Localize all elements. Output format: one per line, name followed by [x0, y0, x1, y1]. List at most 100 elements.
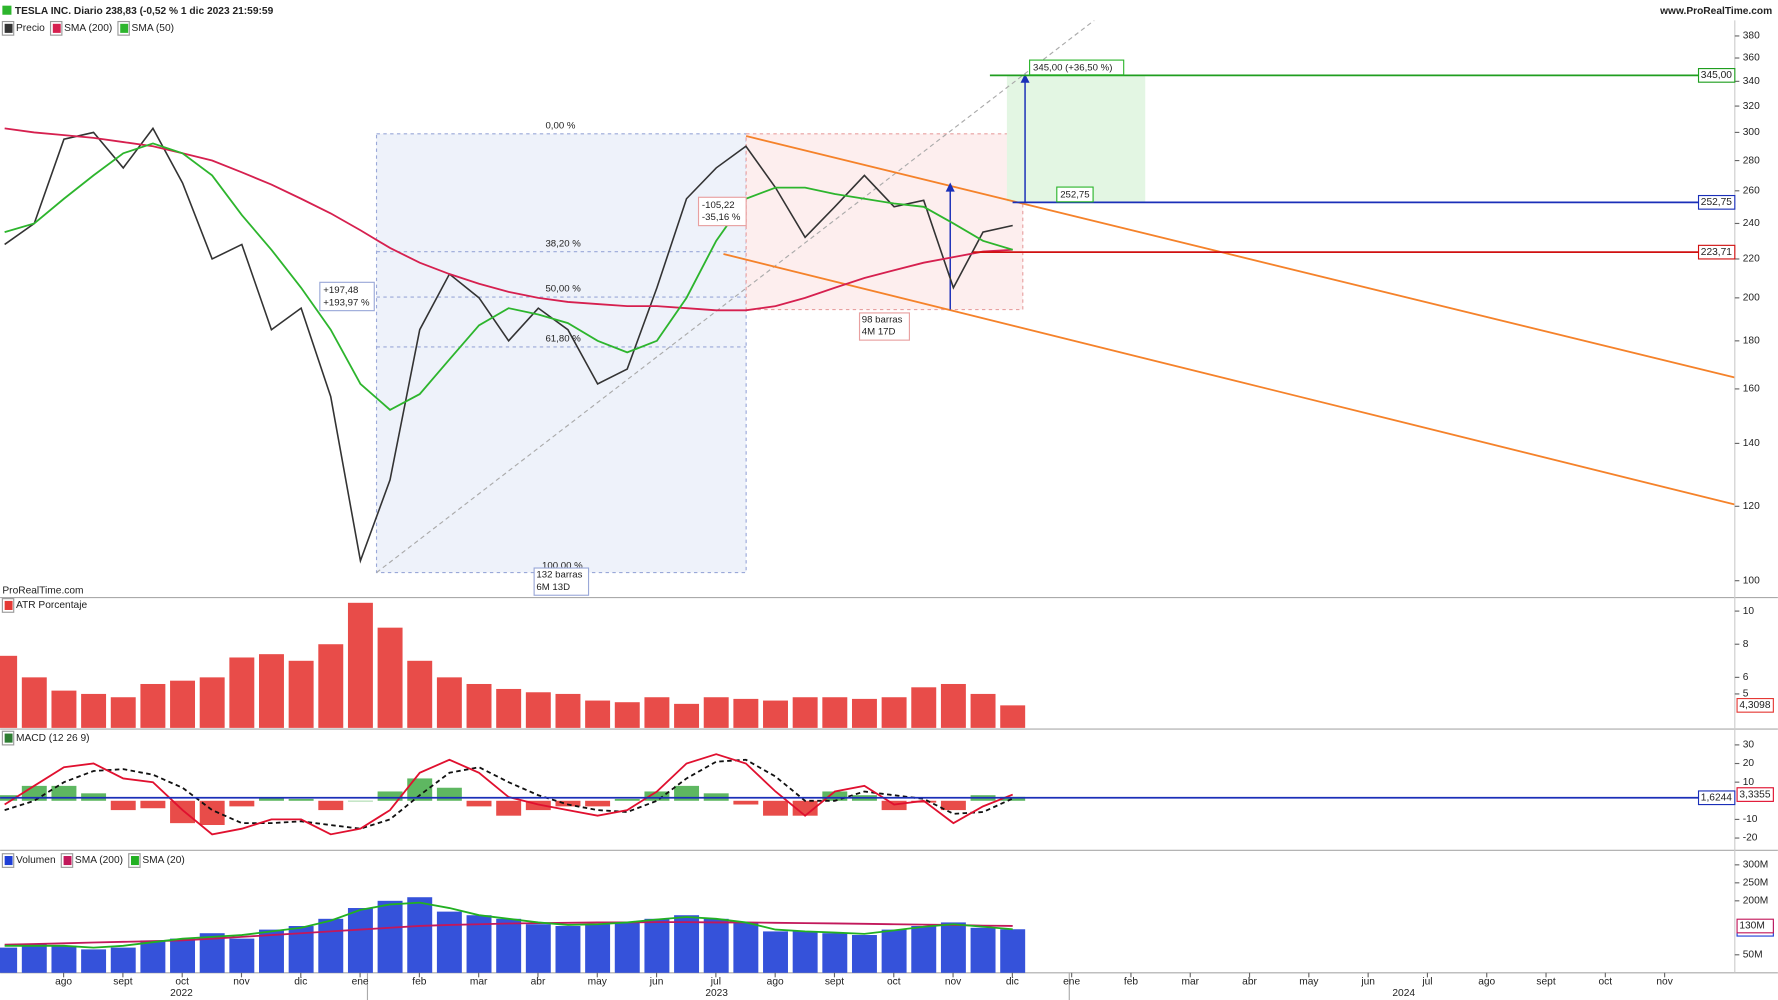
bar — [170, 680, 196, 728]
bar — [347, 908, 373, 973]
bar — [110, 947, 136, 973]
y-tick-label: -20 — [1743, 833, 1758, 844]
arrow-head — [945, 182, 955, 192]
bar — [792, 800, 818, 816]
label-box — [1056, 186, 1094, 203]
y-tick-label: 280 — [1743, 155, 1760, 166]
bar — [407, 778, 433, 801]
y-tick-label: 6 — [1743, 672, 1749, 683]
y-tick-label: 120 — [1743, 501, 1760, 512]
line-series — [4, 142, 1013, 411]
x-tick-label: oct — [887, 977, 901, 988]
label-box — [533, 567, 590, 596]
x-tick-label: jun — [1360, 977, 1375, 988]
legend-label: Volumen — [16, 855, 56, 866]
bar — [288, 798, 314, 801]
y-tick-label: 30 — [1743, 740, 1755, 751]
entry-label: 252,75 — [1060, 190, 1089, 201]
bar — [140, 940, 166, 973]
value-label: 223,71 — [1701, 247, 1732, 258]
y-tick-label: 140 — [1743, 438, 1760, 449]
x-tick-label: jul — [1421, 977, 1432, 988]
bar — [229, 938, 255, 973]
bar — [436, 677, 462, 728]
legend-swatch — [4, 600, 13, 610]
bar — [525, 692, 551, 728]
header-title: TESLA INC. Diario 238,83 (-0,52 % 1 dic … — [15, 6, 274, 17]
bar — [259, 797, 284, 801]
bar — [644, 697, 670, 728]
y-tick-label: 240 — [1743, 218, 1760, 229]
legend-swatch — [120, 23, 129, 33]
value-box — [1736, 918, 1774, 934]
y-tick-label: 20 — [1743, 758, 1755, 769]
bar — [822, 697, 848, 728]
value-label: 3,3355 — [1739, 789, 1770, 800]
year-label: 2024 — [1392, 988, 1415, 999]
bar — [377, 900, 403, 973]
bar — [21, 677, 47, 728]
bar — [170, 800, 196, 824]
bar — [199, 677, 225, 728]
target-label: 345,00 (+36,50 %) — [1033, 63, 1112, 74]
bar — [555, 926, 581, 973]
y-tick-label: 300 — [1743, 127, 1760, 138]
fib-label: 100,00 % — [542, 560, 583, 571]
value-label: 130M — [1739, 921, 1764, 932]
bar — [940, 683, 966, 728]
y-tick-label: -10 — [1743, 814, 1758, 825]
bar — [792, 697, 818, 728]
bar — [1000, 929, 1026, 973]
x-tick-label: may — [588, 977, 608, 988]
x-tick-label: abr — [531, 977, 546, 988]
bar — [792, 931, 818, 973]
bar — [288, 660, 314, 728]
bar — [496, 800, 522, 816]
rise-label: 6M 13D — [536, 582, 570, 593]
y-tick-label: 5 — [1743, 689, 1749, 700]
x-tick-label: dic — [294, 977, 307, 988]
bar — [466, 800, 492, 807]
value-label: 4,3098 — [1739, 700, 1770, 711]
line-series — [4, 901, 1013, 949]
legend-label: MACD (12 26 9) — [16, 733, 90, 744]
x-tick-label: ene — [352, 977, 369, 988]
bar — [436, 787, 462, 801]
bar — [318, 918, 344, 973]
bar — [229, 657, 255, 728]
x-tick-label: abr — [1242, 977, 1257, 988]
x-tick-label: sept — [1536, 977, 1555, 988]
bar — [110, 800, 136, 811]
y-tick-label: 220 — [1743, 254, 1760, 265]
y-tick-label: 200M — [1743, 896, 1768, 907]
bar — [407, 660, 433, 728]
y-tick-label: 10 — [1743, 606, 1755, 617]
legend-label: SMA (200) — [64, 23, 112, 34]
bar — [170, 938, 196, 973]
x-tick-label: sept — [113, 977, 132, 988]
target-box — [1006, 75, 1146, 202]
bar — [822, 791, 848, 801]
value-label: 345,00 — [1701, 70, 1732, 81]
trend-line — [376, 19, 1095, 574]
y-tick-label: 340 — [1743, 76, 1760, 87]
fib-label: 0,00 % — [545, 120, 575, 131]
x-tick-label: may — [1299, 977, 1319, 988]
value-box — [1697, 790, 1736, 806]
bar — [140, 800, 166, 809]
bar — [763, 700, 788, 728]
arrow-head — [1020, 73, 1030, 83]
legend-swatch — [4, 23, 13, 33]
value-box — [1736, 787, 1774, 802]
bar — [1000, 705, 1026, 728]
annotations: 0,00 % 38,20 % 50,00 % 61,80 % 100,00 % … — [319, 59, 1125, 596]
x-tick-label: ago — [767, 977, 784, 988]
bar — [318, 644, 344, 728]
fib-label: 61,80 % — [545, 334, 581, 345]
bar — [377, 791, 403, 801]
header-icon — [2, 5, 12, 15]
legend-label: SMA (50) — [132, 23, 174, 34]
x-tick-label: mar — [470, 977, 488, 988]
